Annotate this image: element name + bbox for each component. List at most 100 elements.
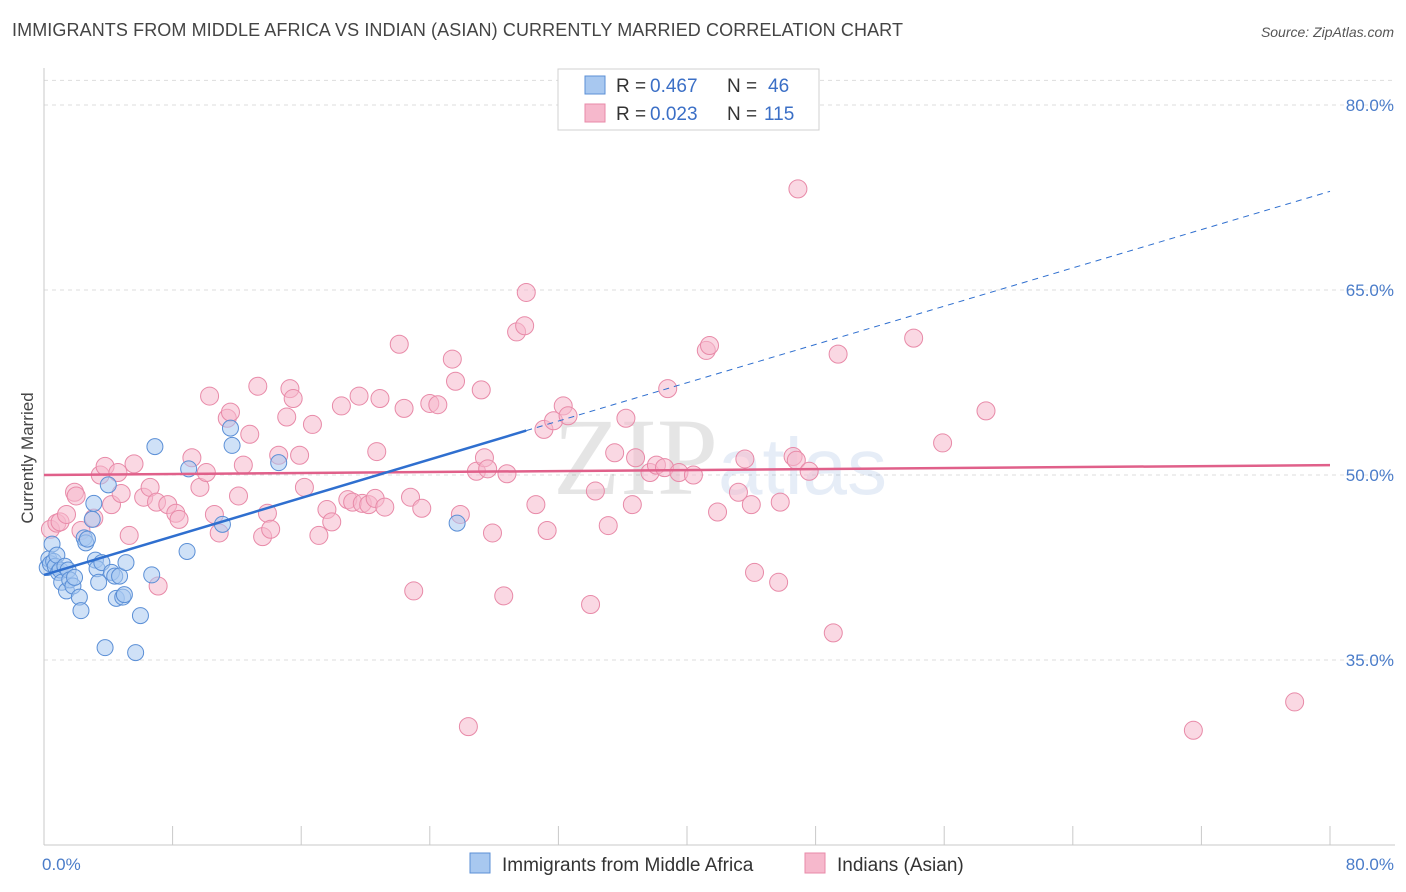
blue-point-36: [127, 644, 145, 662]
pink-point-63: [428, 395, 448, 415]
blue-point-40: [178, 542, 196, 560]
legend-n-label-blue: N =: [727, 76, 757, 97]
pink-point-13: [119, 525, 139, 545]
pink-point-31: [233, 455, 253, 475]
pink-point-84: [581, 595, 601, 614]
blue-point-37: [131, 607, 149, 625]
pink-point-21: [169, 509, 189, 529]
pink-point-44: [309, 525, 329, 545]
pink-point-50: [349, 386, 369, 406]
pink-point-104: [769, 572, 789, 592]
y-tick-labels: 35.0% 50.0% 65.0% 80.0%: [1346, 96, 1394, 670]
legend-swatch-pink: [584, 103, 606, 123]
pink-point-36: [261, 519, 281, 539]
y-tick-label-65: 65.0%: [1346, 281, 1394, 300]
pink-point-38: [277, 407, 297, 427]
pink-point-40: [283, 389, 303, 409]
chart-title: IMMIGRANTS FROM MIDDLE AFRICA VS INDIAN …: [12, 20, 904, 40]
watermark: ZIPatlas: [553, 396, 887, 518]
blue-point-27: [96, 639, 114, 657]
pink-point-71: [478, 459, 498, 479]
x-tick-label-max: 80.0%: [1346, 855, 1394, 874]
pink-point-101: [735, 449, 755, 469]
blue-point-25: [90, 573, 108, 591]
blue-point-34: [115, 586, 133, 604]
pink-point-3: [57, 504, 77, 524]
pink-point-43: [302, 414, 322, 434]
legend-n-value-pink: 115: [764, 104, 794, 125]
pink-point-77: [516, 282, 536, 302]
pink-point-85: [585, 481, 605, 501]
blue-point-20: [78, 530, 96, 548]
pink-point-90: [626, 448, 646, 468]
pink-point-33: [248, 376, 268, 396]
pink-trend-line: [43, 463, 1331, 477]
blue-point-38: [143, 566, 161, 584]
pink-point-57: [389, 334, 409, 354]
pink-point-73: [494, 586, 514, 606]
pink-point-12: [111, 484, 131, 503]
blue-point-22: [85, 494, 103, 512]
pink-point-83: [558, 406, 578, 426]
pink-point-80: [537, 521, 557, 540]
pink-point-29: [220, 402, 240, 422]
pink-point-61: [412, 498, 432, 518]
pink-point-42: [294, 477, 314, 497]
blue-point-43: [221, 419, 239, 437]
pink-point-99: [708, 502, 728, 522]
pink-point-67: [458, 717, 478, 737]
blue-trend-line-extension: [526, 190, 1331, 432]
pink-point-111: [828, 344, 848, 364]
source-label: Source: ZipAtlas.com: [1260, 24, 1394, 40]
blue-point-28: [99, 476, 117, 494]
blue-point-21: [83, 510, 101, 528]
pink-point-113: [933, 433, 953, 453]
pink-point-109: [799, 461, 819, 481]
legend-n-label-pink: N =: [727, 104, 757, 125]
stats-legend: R = 0.467 N = 46 R = 0.023 N = 115: [557, 68, 820, 131]
blue-trend-line: [43, 429, 527, 577]
pink-point-41: [290, 445, 310, 465]
pink-point-100: [728, 482, 748, 502]
pink-point-78: [526, 495, 546, 515]
pink-point-115: [1183, 720, 1203, 740]
legend-swatch-blue: [584, 75, 606, 95]
series-legend: Immigrants from Middle Africa Indians (A…: [469, 852, 964, 876]
pink-point-60: [404, 581, 424, 601]
pink-point-32: [240, 424, 260, 444]
gridlines: [44, 79, 1395, 661]
pink-point-110: [823, 623, 843, 643]
pink-point-86: [598, 516, 618, 536]
series-legend-swatch-pink: [804, 852, 826, 874]
pink-point-116: [1285, 692, 1305, 712]
pink-point-14: [124, 454, 144, 474]
pink-point-88: [616, 408, 636, 428]
blue-point-46: [448, 514, 466, 532]
legend-r-value-pink: 0.023: [650, 104, 698, 125]
blue-point-35: [117, 554, 135, 572]
pink-point-112: [904, 328, 924, 348]
blue-point-39: [146, 438, 164, 456]
series-legend-label-blue: Immigrants from Middle Africa: [502, 855, 754, 876]
pink-point-89: [622, 495, 642, 515]
pink-point-114: [976, 401, 996, 421]
pink-point-56: [375, 497, 395, 517]
pink-point-55: [370, 389, 390, 409]
legend-r-label-pink: R =: [616, 104, 646, 125]
pink-point-54: [367, 442, 387, 462]
x-tick-label-min: 0.0%: [42, 855, 81, 874]
pink-point-25: [200, 386, 220, 406]
pink-point-102: [741, 495, 761, 515]
y-axis-label: Currently Married: [18, 392, 37, 523]
pink-point-58: [394, 398, 414, 418]
pink-point-96: [683, 465, 703, 485]
x-ticks: [43, 826, 1331, 845]
y-tick-label-35: 35.0%: [1346, 651, 1394, 670]
pink-point-74: [497, 464, 517, 484]
pink-point-5: [66, 486, 86, 506]
legend-n-value-blue: 46: [768, 76, 789, 97]
series-legend-swatch-blue: [469, 852, 491, 874]
y-tick-label-50: 50.0%: [1346, 466, 1394, 485]
pink-point-11: [108, 463, 128, 483]
pink-point-103: [745, 562, 765, 582]
